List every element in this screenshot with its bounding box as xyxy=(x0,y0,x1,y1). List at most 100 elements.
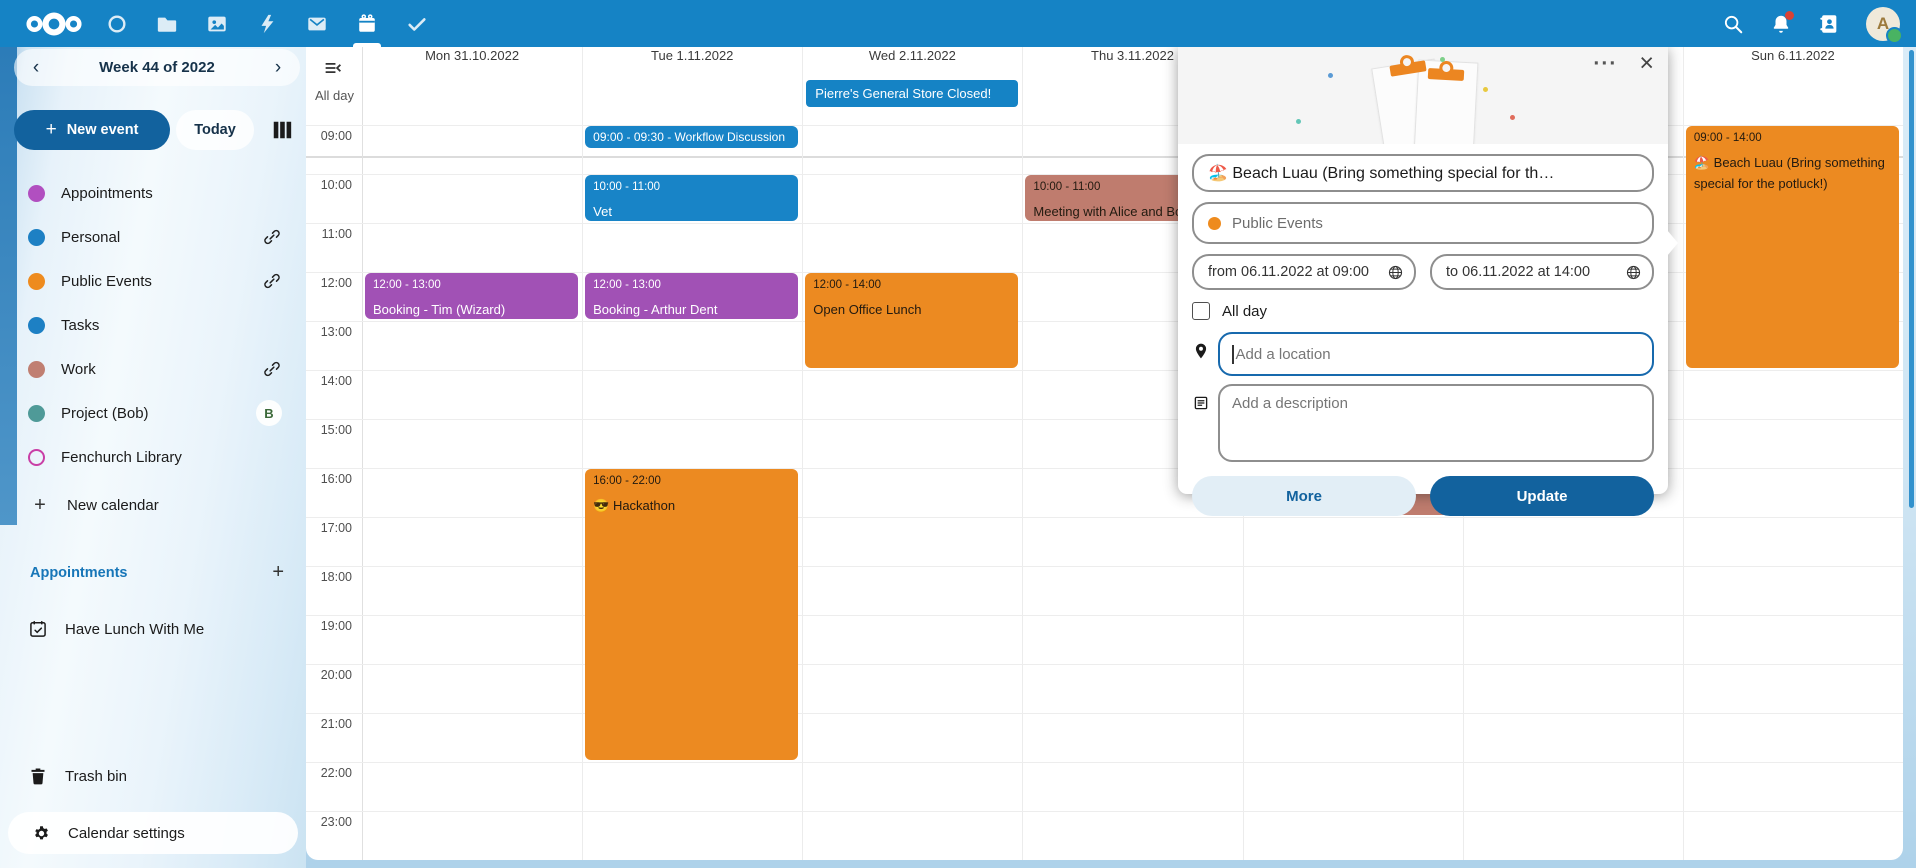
event-editor-popover: ··· × Public Events from 06.11.2022 at 0… xyxy=(1178,47,1678,516)
description-input[interactable]: Add a description xyxy=(1218,384,1654,462)
hour-line xyxy=(306,713,1903,714)
previous-week-button[interactable]: ‹ xyxy=(32,56,40,78)
confetti-dot xyxy=(1440,57,1445,62)
calendar-event[interactable]: 16:00 - 22:00 😎 Hackathon xyxy=(585,469,799,760)
calendar-color-dot xyxy=(28,404,45,422)
hour-line xyxy=(306,223,1903,224)
dashboard-icon[interactable] xyxy=(106,0,128,47)
calendar-settings-button[interactable]: Calendar settings xyxy=(8,812,298,854)
time-label: 22:00 xyxy=(320,766,352,780)
calendar-name: Tasks xyxy=(61,316,100,334)
day-header[interactable]: Wed 2.11.2022 xyxy=(868,48,956,63)
calendar-event[interactable]: 12:00 - 13:00 Booking - Tim (Wizard) xyxy=(365,273,579,319)
mail-icon[interactable] xyxy=(306,0,328,47)
column-divider xyxy=(1682,47,1684,860)
hour-line xyxy=(306,468,1903,469)
new-event-button[interactable]: + New event xyxy=(14,110,170,150)
all-day-checkbox[interactable] xyxy=(1192,302,1210,320)
calendar-event[interactable]: 09:00 - 09:30 - Workflow Discussion xyxy=(585,126,799,148)
time-label: 14:00 xyxy=(320,374,352,388)
day-header[interactable]: Thu 3.11.2022 xyxy=(1091,48,1174,63)
calendar-name: Project (Bob) xyxy=(61,404,149,422)
time-label: 16:00 xyxy=(320,472,352,486)
sidebar-calendar-appointments[interactable]: Appointments xyxy=(0,171,306,215)
appointment-item[interactable]: Have Lunch With Me xyxy=(0,607,306,651)
week-view-button[interactable] xyxy=(264,110,300,150)
calendar-event[interactable]: 12:00 - 13:00 Booking - Arthur Dent xyxy=(585,273,799,319)
tasks-icon[interactable] xyxy=(406,0,428,47)
calendar-picker[interactable]: Public Events xyxy=(1192,202,1654,244)
confetti-dot xyxy=(1483,87,1488,92)
timezone-globe-icon xyxy=(1388,265,1403,279)
sidebar-calendar-public-events[interactable]: Public Events xyxy=(0,259,306,303)
vertical-scrollbar[interactable] xyxy=(1909,50,1914,508)
day-header[interactable]: Sun 6.11.2022 xyxy=(1751,48,1835,63)
avatar-letter: A xyxy=(1876,13,1890,33)
all-day-separator xyxy=(306,156,1903,158)
column-divider xyxy=(362,47,363,860)
confetti-dot xyxy=(1328,73,1333,78)
column-divider xyxy=(802,47,804,860)
more-actions-icon[interactable]: ··· xyxy=(1593,51,1618,75)
all-day-label: All day xyxy=(314,88,354,103)
week-title: Week 44 of 2022 xyxy=(99,59,215,76)
share-link-icon[interactable] xyxy=(262,271,282,291)
next-week-button[interactable]: › xyxy=(274,56,282,78)
sidebar-calendar-work[interactable]: Work xyxy=(0,347,306,391)
sidebar-calendar-project-bob-[interactable]: Project (Bob) B xyxy=(0,391,306,435)
event-title-input[interactable] xyxy=(1192,154,1654,192)
avatar[interactable]: A xyxy=(1866,6,1903,44)
nextcloud-logo[interactable] xyxy=(22,9,86,39)
notifications-icon[interactable] xyxy=(1770,10,1794,35)
gear-icon xyxy=(35,825,48,839)
hour-line xyxy=(306,321,1903,322)
hour-line xyxy=(306,811,1903,812)
calendar-controls: + New event Today xyxy=(14,110,300,150)
more-button[interactable]: More xyxy=(1192,476,1416,516)
end-date-button[interactable]: to 06.11.2022 at 14:00 xyxy=(1430,254,1654,290)
sidebar-calendar-fenchurch-library[interactable]: Fenchurch Library xyxy=(0,435,306,479)
location-input[interactable]: Add a location xyxy=(1218,332,1654,376)
popover-illustration: ··· × xyxy=(1178,47,1668,144)
week-navigation: ‹ Week 44 of 2022 › xyxy=(14,49,300,86)
hour-line xyxy=(306,272,1903,273)
calendar-event[interactable]: 09:00 - 14:00 🏖️ Beach Luau (Bring someth… xyxy=(1685,126,1899,368)
add-appointment-config-button[interactable]: + xyxy=(272,561,284,583)
files-icon[interactable] xyxy=(156,0,178,47)
location-row: Add a location xyxy=(1192,332,1654,376)
photos-icon[interactable] xyxy=(206,0,228,47)
timezone-globe-icon xyxy=(1626,265,1641,279)
share-link-icon[interactable] xyxy=(262,227,282,247)
calendar-event[interactable]: 10:00 - 11:00 Vet xyxy=(585,175,799,221)
time-label: 21:00 xyxy=(320,717,352,731)
calendar-color-dot xyxy=(28,184,45,202)
day-header[interactable]: Tue 1.11.2022 xyxy=(651,48,734,63)
notification-badge xyxy=(1785,10,1794,20)
activity-icon[interactable] xyxy=(256,0,278,47)
calendar-name: Work xyxy=(61,360,96,378)
sidebar-calendar-tasks[interactable]: Tasks xyxy=(0,303,306,347)
event-title: Booking - Arthur Dent xyxy=(593,302,718,317)
event-title: 09:00 - 09:30 - Workflow Discussion xyxy=(593,130,785,144)
sidebar-calendar-personal[interactable]: Personal xyxy=(0,215,306,259)
trash-bin-item[interactable]: Trash bin xyxy=(0,754,306,798)
start-date-button[interactable]: from 06.11.2022 at 09:00 xyxy=(1192,254,1416,290)
collapse-all-day-icon[interactable] xyxy=(324,60,342,76)
time-label: 19:00 xyxy=(320,619,352,633)
column-divider xyxy=(1022,47,1024,860)
contacts-icon[interactable] xyxy=(1818,13,1840,35)
time-label: 10:00 xyxy=(320,178,352,192)
column-divider xyxy=(582,47,584,860)
today-button[interactable]: Today xyxy=(176,110,254,150)
event-time: 16:00 - 22:00 xyxy=(593,475,661,487)
update-button[interactable]: Update xyxy=(1430,476,1654,516)
calendar-event[interactable]: 12:00 - 14:00 Open Office Lunch xyxy=(805,273,1019,368)
all-day-event[interactable]: Pierre's General Store Closed! xyxy=(806,80,1019,107)
day-header[interactable]: Mon 31.10.2022 xyxy=(425,48,520,63)
share-link-icon[interactable] xyxy=(262,359,282,379)
close-icon[interactable]: × xyxy=(1639,49,1654,77)
calendar-icon[interactable] xyxy=(356,0,378,47)
new-calendar-button[interactable]: + New calendar xyxy=(0,483,306,527)
search-icon[interactable] xyxy=(1722,13,1744,35)
time-label: 15:00 xyxy=(320,423,352,437)
